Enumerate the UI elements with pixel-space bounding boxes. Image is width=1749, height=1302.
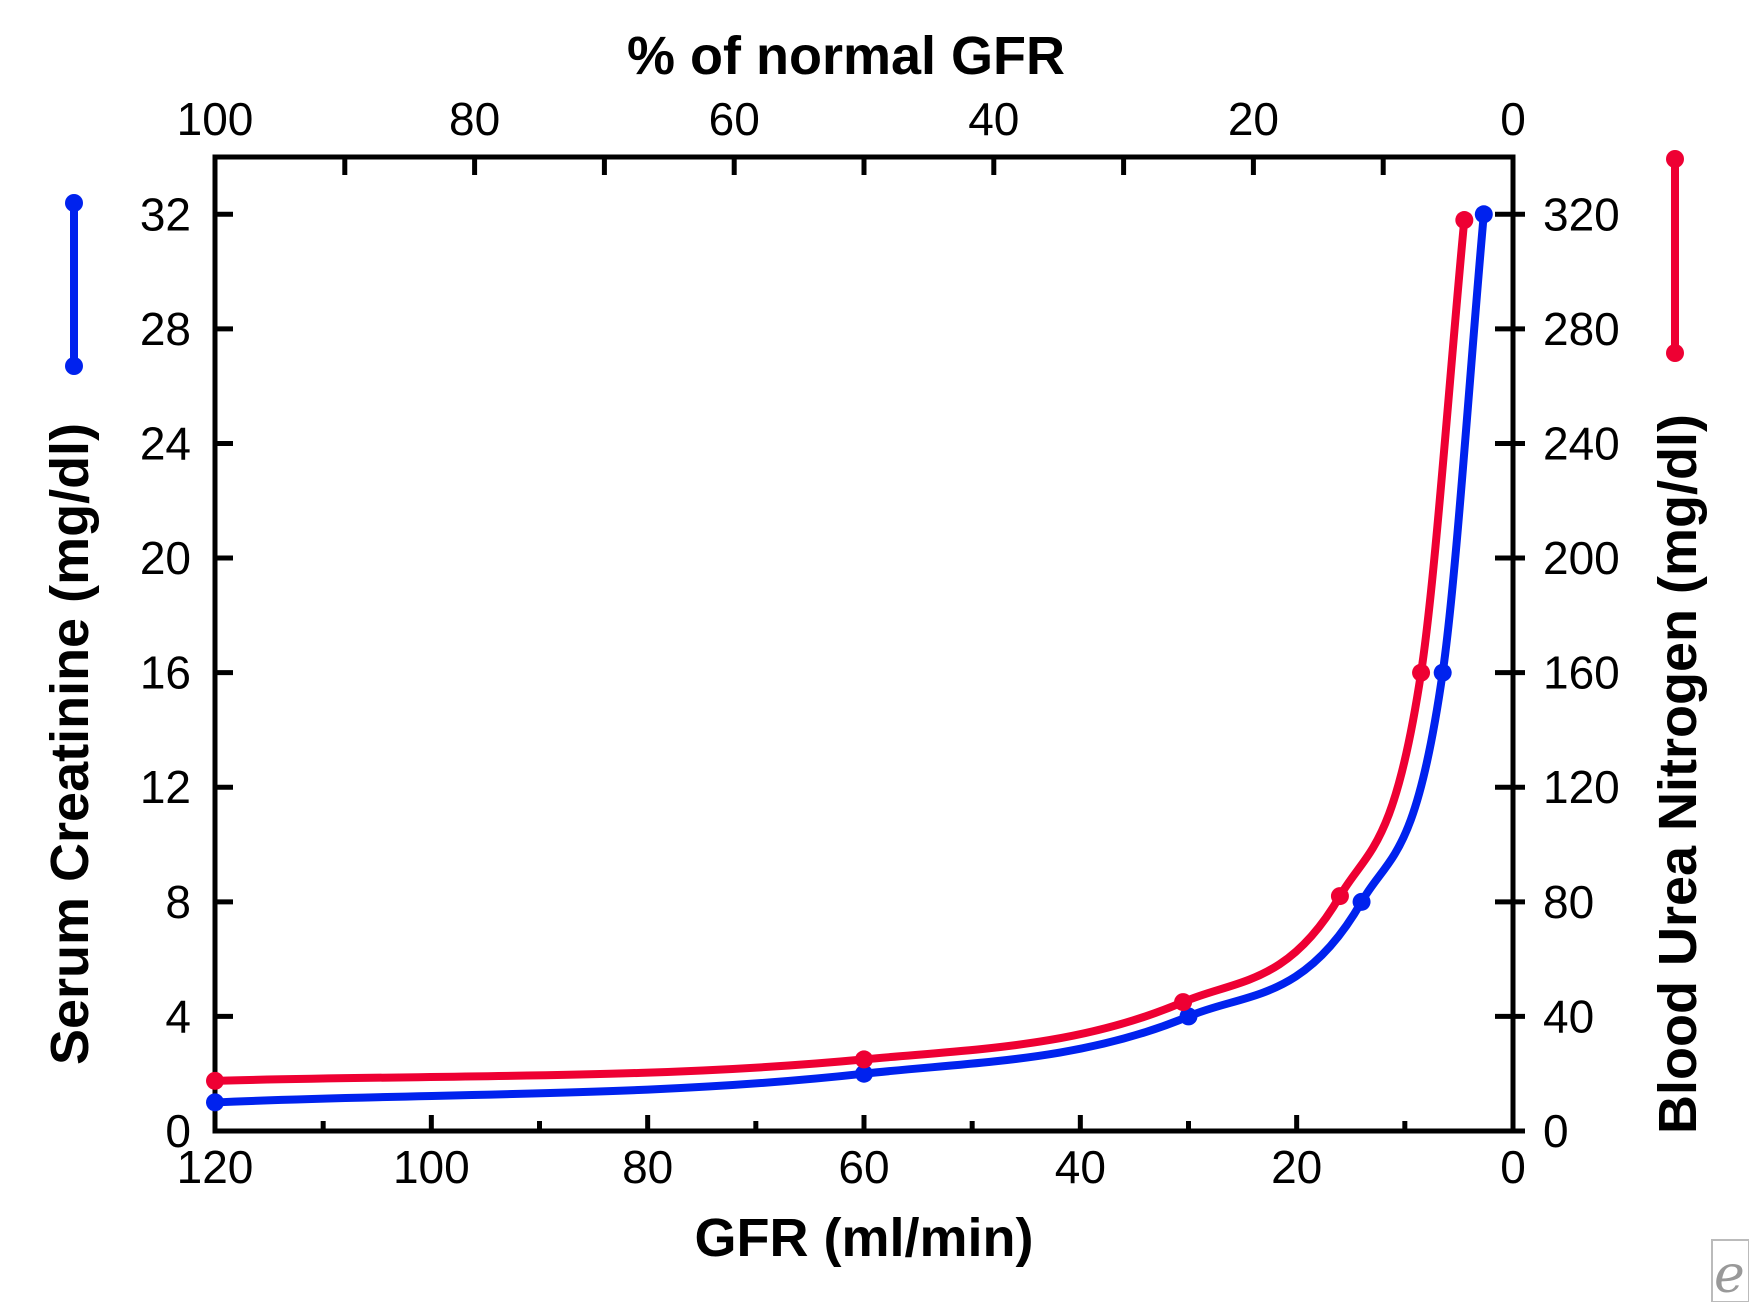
y-right-tick-label: 120 xyxy=(1543,761,1620,813)
x-tick-label: 80 xyxy=(622,1141,673,1193)
top-tick-label: 0 xyxy=(1500,93,1526,145)
data-point-bun xyxy=(855,1050,873,1069)
x-tick-label: 40 xyxy=(1055,1141,1106,1193)
top-tick-label: 60 xyxy=(709,93,760,145)
data-point-bun xyxy=(1455,211,1474,230)
y-right-tick-label: 320 xyxy=(1543,188,1620,240)
data-point-creatinine xyxy=(1474,205,1493,224)
y-left-axis-title: Serum Creatinine (mg/dl) xyxy=(40,423,100,1065)
x-tick-label: 100 xyxy=(393,1141,470,1193)
x-axis-top: 100 80 60 40 20 0 xyxy=(177,93,1526,175)
plot-frame xyxy=(212,154,1516,1134)
y-axis-right: 0 40 80 120 160 200 240 280 320 xyxy=(1495,188,1620,1157)
y-left-tick-label: 28 xyxy=(140,303,191,355)
y-right-tick-label: 0 xyxy=(1543,1105,1569,1157)
data-point-creatinine xyxy=(855,1064,873,1083)
y-left-tick-label: 24 xyxy=(140,417,191,469)
x-tick-label: 120 xyxy=(177,1141,254,1193)
y-left-legend-key xyxy=(65,194,83,375)
series-line-creatinine xyxy=(211,210,1488,1107)
legend-right-dot-top xyxy=(1666,150,1684,168)
x-axis-bottom: 120 100 80 60 40 20 0 xyxy=(177,1115,1526,1193)
e-logo-glyph: e xyxy=(1714,1245,1745,1302)
top-tick-label: 20 xyxy=(1228,93,1279,145)
data-point-creatinine xyxy=(206,1093,224,1112)
y-left-tick-label: 0 xyxy=(165,1105,191,1157)
y-left-tick-label: 4 xyxy=(165,990,191,1042)
y-right-tick-label: 280 xyxy=(1543,303,1620,355)
top-tick-label: 40 xyxy=(968,93,1019,145)
data-point-bun xyxy=(206,1071,224,1090)
data-point-bun xyxy=(1412,663,1431,682)
y-right-tick-label: 200 xyxy=(1543,532,1620,584)
x-tick-label: 0 xyxy=(1500,1141,1526,1193)
data-point-creatinine xyxy=(1179,1007,1198,1026)
data-point-bun xyxy=(1330,887,1349,906)
legend-left-dot-bottom xyxy=(65,357,83,375)
y-left-tick-label: 12 xyxy=(140,761,191,813)
e-logo-icon: e xyxy=(1711,1239,1749,1302)
y-right-tick-label: 40 xyxy=(1543,990,1594,1042)
x-tick-label: 20 xyxy=(1271,1141,1322,1193)
top-axis-title: % of normal GFR xyxy=(627,26,1065,86)
y-left-tick-label: 32 xyxy=(140,188,191,240)
x-axis-title: GFR (ml/min) xyxy=(695,1208,1034,1268)
x-tick-label: 60 xyxy=(838,1141,889,1193)
top-tick-label: 80 xyxy=(449,93,500,145)
data-point-creatinine xyxy=(1433,663,1452,682)
series-group xyxy=(206,205,1493,1112)
y-right-axis-title: Blood Urea Nitrogen (mg/dl) xyxy=(1648,414,1708,1134)
y-axis-left: 0 4 8 12 16 20 24 28 32 xyxy=(140,188,233,1157)
y-left-tick-label: 8 xyxy=(165,876,191,928)
top-tick-label: 100 xyxy=(177,93,254,145)
legend-right-dot-bottom xyxy=(1666,344,1684,362)
y-left-tick-label: 20 xyxy=(140,532,191,584)
data-point-bun xyxy=(1174,993,1193,1012)
y-right-tick-label: 160 xyxy=(1543,647,1620,699)
y-left-tick-label: 16 xyxy=(140,647,191,699)
y-right-tick-label: 240 xyxy=(1543,417,1620,469)
y-right-tick-label: 80 xyxy=(1543,876,1594,928)
y-right-legend-key xyxy=(1666,150,1684,362)
legend-left-dot-top xyxy=(65,194,83,212)
series-line-bun xyxy=(211,216,1469,1085)
data-point-creatinine xyxy=(1352,892,1371,911)
